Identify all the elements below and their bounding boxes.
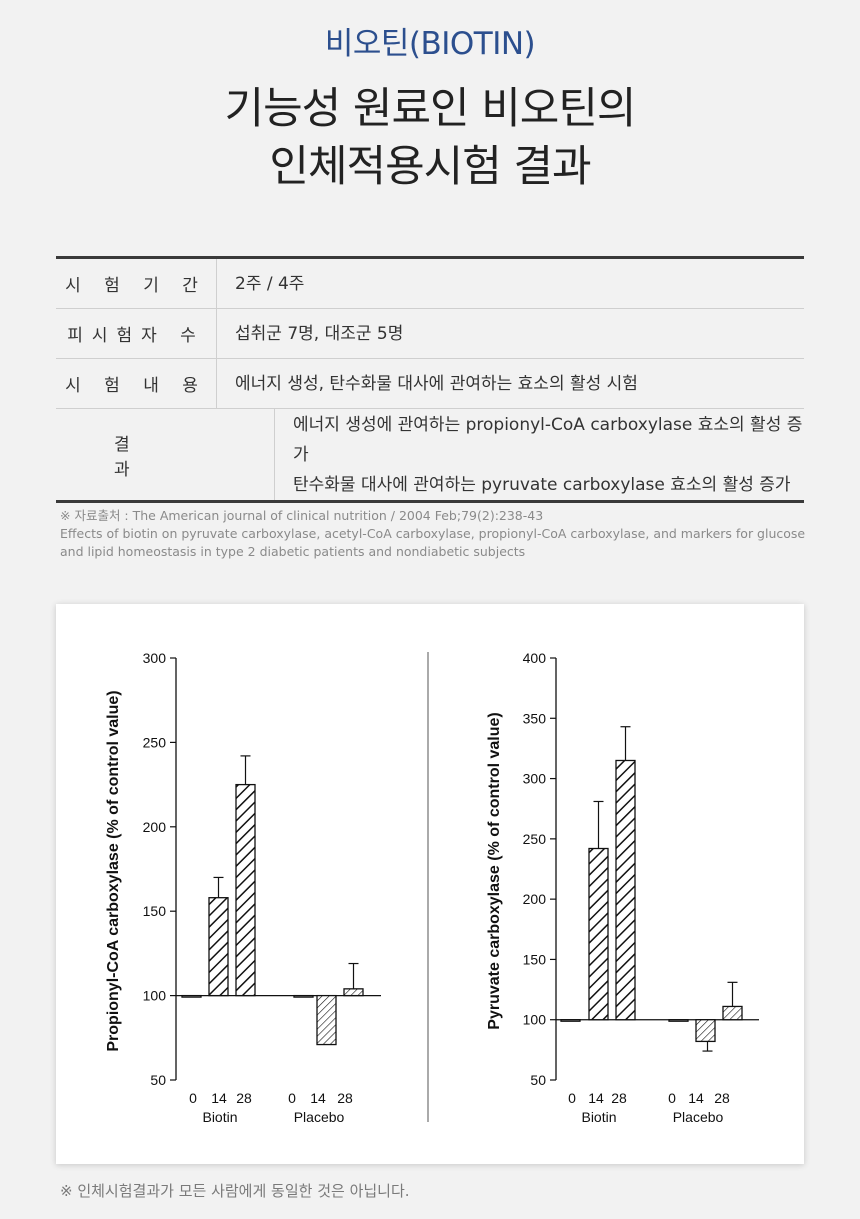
bar-biotin-day-0 — [181, 994, 202, 998]
x-tick-label: 0 — [288, 1090, 296, 1106]
y-axis-label: Propionyl-CoA carboxylase (% of control … — [105, 690, 122, 1051]
x-tick-label: 0 — [568, 1090, 576, 1106]
charts-svg: 50 100 150 200 250 300 Propionyl-CoA carboxyla… — [105, 650, 759, 1125]
bar-biotin-day-28 — [615, 759, 636, 1021]
table-value: 섭취군 7명, 대조군 5명 — [235, 323, 404, 344]
bar-placebo-day-0 — [668, 1019, 689, 1022]
headline-line-1: 기능성 원료인 비오틴의 — [224, 84, 637, 134]
table-value: 2주 / 4주 — [235, 273, 305, 294]
table-row-period: 시 험 기 간 2주 / 4주 — [56, 259, 804, 309]
source-line-1: ※ 자료출처 : The American journal of clinica… — [60, 508, 544, 523]
x-tick-label: 14 — [588, 1090, 604, 1106]
table-label: 피시험자 수 — [56, 309, 217, 358]
y-tick-label: 100 — [523, 1012, 547, 1028]
bar-biotin-day-14 — [208, 897, 229, 997]
y-tick-label: 250 — [143, 734, 167, 750]
chart-card: 50 100 150 200 250 300 Propionyl-CoA carboxyla… — [56, 604, 804, 1164]
trial-info-table: 시 험 기 간 2주 / 4주 피시험자 수 섭취군 7명, 대조군 5명 시 … — [56, 256, 804, 503]
y-tick-label: 150 — [523, 951, 547, 967]
bar-placebo-day-14 — [316, 994, 337, 1046]
table-label: 시 험 내 용 — [56, 359, 217, 408]
x-tick-label: 28 — [236, 1090, 252, 1106]
y-tick-label: 300 — [143, 650, 167, 666]
source-line-2: Effects of biotin on pyruvate carboxylas… — [60, 526, 806, 559]
x-tick-label: 14 — [211, 1090, 227, 1106]
table-value: 에너지 생성에 관여하는 propionyl-CoA carboxylase 효… — [275, 409, 804, 500]
group-label: Placebo — [294, 1109, 345, 1125]
table-label: 결 과 — [56, 409, 275, 500]
y-tick-label: 400 — [523, 650, 547, 666]
y-tick-label: 150 — [143, 903, 167, 919]
x-tick-label: 14 — [310, 1090, 326, 1106]
y-axis-label: Pyruvate carboxylase (% of control value… — [486, 712, 503, 1029]
headline-line-2: 인체적용시험 결과 — [269, 142, 591, 192]
x-tick-label: 0 — [189, 1090, 197, 1106]
result-line-1: 에너지 생성에 관여하는 propionyl-CoA carboxylase 효… — [293, 414, 803, 465]
table-row-content: 시 험 내 용 에너지 생성, 탄수화물 대사에 관여하는 효소의 활성 시험 — [56, 359, 804, 409]
table-row-result: 결 과 에너지 생성에 관여하는 propionyl-CoA carboxyla… — [56, 409, 804, 500]
page-headline: 기능성 원료인 비오틴의 인체적용시험 결과 — [0, 80, 860, 196]
x-tick-label: 14 — [688, 1090, 704, 1106]
table-label: 시 험 기 간 — [56, 259, 217, 308]
brand-title: 비오틴(BIOTIN) — [324, 26, 536, 62]
x-tick-label: 28 — [337, 1090, 353, 1106]
group-label: Biotin — [581, 1109, 616, 1125]
bar-placebo-day-28 — [722, 1005, 743, 1021]
bar-placebo-day-28 — [343, 988, 364, 997]
result-line-2: 탄수화물 대사에 관여하는 pyruvate carboxylase 효소의 활… — [293, 474, 791, 495]
bar-biotin-day-28 — [235, 783, 256, 997]
x-tick-label: 0 — [668, 1090, 676, 1106]
source-citation: ※ 자료출처 : The American journal of clinica… — [60, 507, 820, 561]
y-tick-label: 50 — [150, 1072, 166, 1088]
y-tick-label: 200 — [143, 819, 167, 835]
x-tick-label: 28 — [714, 1090, 730, 1106]
y-tick-label: 200 — [523, 891, 547, 907]
x-tick-label: 28 — [611, 1090, 627, 1106]
bar-biotin-day-0 — [560, 1019, 581, 1022]
y-tick-label: 300 — [523, 771, 547, 787]
bar-placebo-day-14 — [695, 1019, 716, 1043]
footnote: ※ 인체시험결과가 모든 사람에게 동일한 것은 아닙니다. — [60, 1182, 410, 1200]
y-tick-label: 50 — [530, 1072, 546, 1088]
table-row-subjects: 피시험자 수 섭취군 7명, 대조군 5명 — [56, 309, 804, 359]
y-tick-label: 250 — [523, 831, 547, 847]
bar-biotin-day-14 — [588, 847, 609, 1021]
table-value: 에너지 생성, 탄수화물 대사에 관여하는 효소의 활성 시험 — [235, 373, 638, 394]
group-label: Placebo — [673, 1109, 724, 1125]
group-label: Biotin — [202, 1109, 237, 1125]
y-tick-label: 100 — [143, 988, 167, 1004]
bar-placebo-day-0 — [293, 994, 314, 998]
y-tick-label: 350 — [523, 710, 547, 726]
